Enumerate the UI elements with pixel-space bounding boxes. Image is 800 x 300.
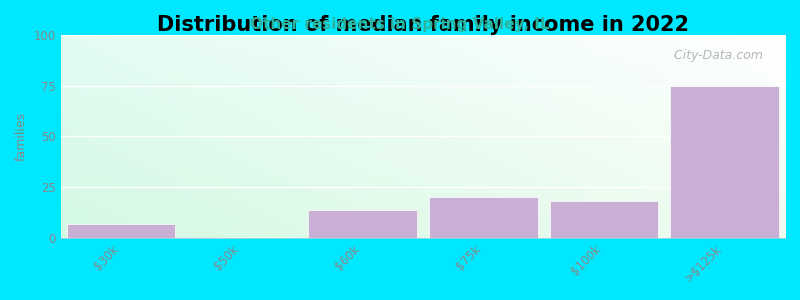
Bar [308,210,417,238]
Title: Distribution of median family income in 2022: Distribution of median family income in … [157,15,689,35]
Text: Other residents in Spring Valley, IL: Other residents in Spring Valley, IL [250,17,550,32]
Y-axis label: families: families [15,112,28,161]
Text: City-Data.com: City-Data.com [666,49,763,62]
Bar [670,86,779,238]
Bar [66,224,175,238]
Bar [550,201,658,238]
Bar [429,197,538,238]
